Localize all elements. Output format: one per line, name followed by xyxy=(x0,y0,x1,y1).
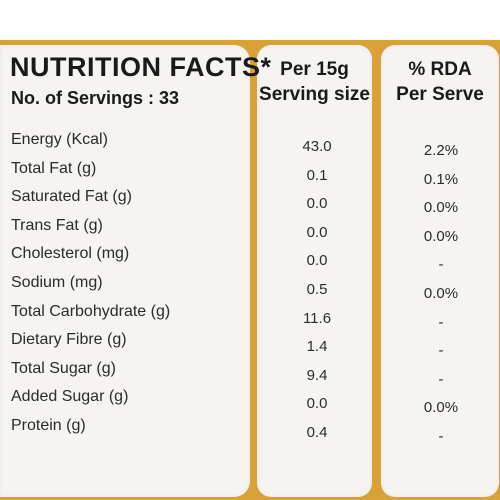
table-row: Sodium (mg) 0.5 0.0% xyxy=(0,271,500,302)
table-row: Total Fat (g) 0.1 0.1% xyxy=(0,157,500,188)
rda-value: 0.0% xyxy=(423,227,459,245)
table-row: Cholesterol (mg) 0.0 - xyxy=(0,242,500,274)
rda-header-line-1: % RDA xyxy=(408,59,472,80)
table-row: Saturated Fat (g) 0.0 0.0% xyxy=(0,185,500,217)
rda-value: - xyxy=(438,313,444,331)
rda-value: - xyxy=(438,427,444,445)
rda-value: 2.2% xyxy=(423,142,459,159)
nutrient-name: Total Fat (g) xyxy=(11,159,97,177)
rda-value: 0.1% xyxy=(423,170,459,188)
rda-value: 0.0% xyxy=(423,284,459,302)
per-serving-value: 11.6 xyxy=(302,309,332,327)
nutrient-name: Sodium (mg) xyxy=(11,273,103,291)
table-row: Trans Fat (g) 0.0 0.0% xyxy=(0,214,500,245)
table-row: Total Sugar (g) 9.4 - xyxy=(0,357,500,388)
per-serving-header-line-2: Serving size xyxy=(259,84,370,105)
rda-value: - xyxy=(438,342,444,360)
per-serving-header: Per 15g Serving size xyxy=(257,57,372,107)
per-serving-value: 0.1 xyxy=(306,166,328,184)
servings-count: No. of Servings : 33 xyxy=(11,88,180,108)
rda-value: 0.0% xyxy=(423,199,459,217)
nutrient-name: Total Sugar (g) xyxy=(11,359,116,377)
per-serving-value: 1.4 xyxy=(306,338,328,356)
table-row: Dietary Fibre (g) 1.4 - xyxy=(0,328,500,360)
rda-value: - xyxy=(438,370,444,388)
rda-header: % RDA Per Serve xyxy=(381,57,499,107)
nutrient-table: Energy (Kcal) 43.0 2.2% Total Fat (g) 0.… xyxy=(0,128,500,445)
table-row: Added Sugar (g) 0.0 0.0% xyxy=(0,385,500,417)
nutrition-facts-title: NUTRITION FACTS* xyxy=(10,52,272,82)
per-serving-value: 0.5 xyxy=(306,280,328,298)
per-serving-value: 0.0 xyxy=(306,395,328,413)
nutrient-name: Dietary Fibre (g) xyxy=(11,331,127,349)
nutrient-name: Cholesterol (mg) xyxy=(11,245,130,263)
per-serving-panel xyxy=(257,45,372,497)
nutrient-name: Protein (g) xyxy=(11,416,86,434)
rda-value: - xyxy=(438,256,444,274)
rda-value: 0.0% xyxy=(423,399,459,417)
table-row: Energy (Kcal) 43.0 2.2% xyxy=(0,128,500,159)
table-row: Total Carbohydrate (g) 11.6 - xyxy=(0,300,500,331)
per-serving-value: 43.0 xyxy=(302,138,332,155)
nutrient-name: Trans Fat (g) xyxy=(11,216,103,234)
per-serving-value: 9.4 xyxy=(306,366,328,384)
per-serving-value: 0.0 xyxy=(306,223,328,241)
table-row: Protein (g) 0.4 - xyxy=(0,414,500,445)
nutrient-name: Total Carbohydrate (g) xyxy=(11,302,171,320)
per-serving-header-line-1: Per 15g xyxy=(280,59,349,80)
per-serving-value: 0.4 xyxy=(306,423,328,441)
per-serving-value: 0.0 xyxy=(306,252,328,270)
nutrient-name: Saturated Fat (g) xyxy=(11,188,132,206)
rda-header-line-2: Per Serve xyxy=(396,84,484,105)
rda-panel xyxy=(381,45,499,497)
nutrient-name: Added Sugar (g) xyxy=(11,388,129,406)
per-serving-value: 0.0 xyxy=(306,195,328,213)
nutrient-name: Energy (Kcal) xyxy=(11,131,108,148)
nutrient-names-panel xyxy=(0,45,250,497)
